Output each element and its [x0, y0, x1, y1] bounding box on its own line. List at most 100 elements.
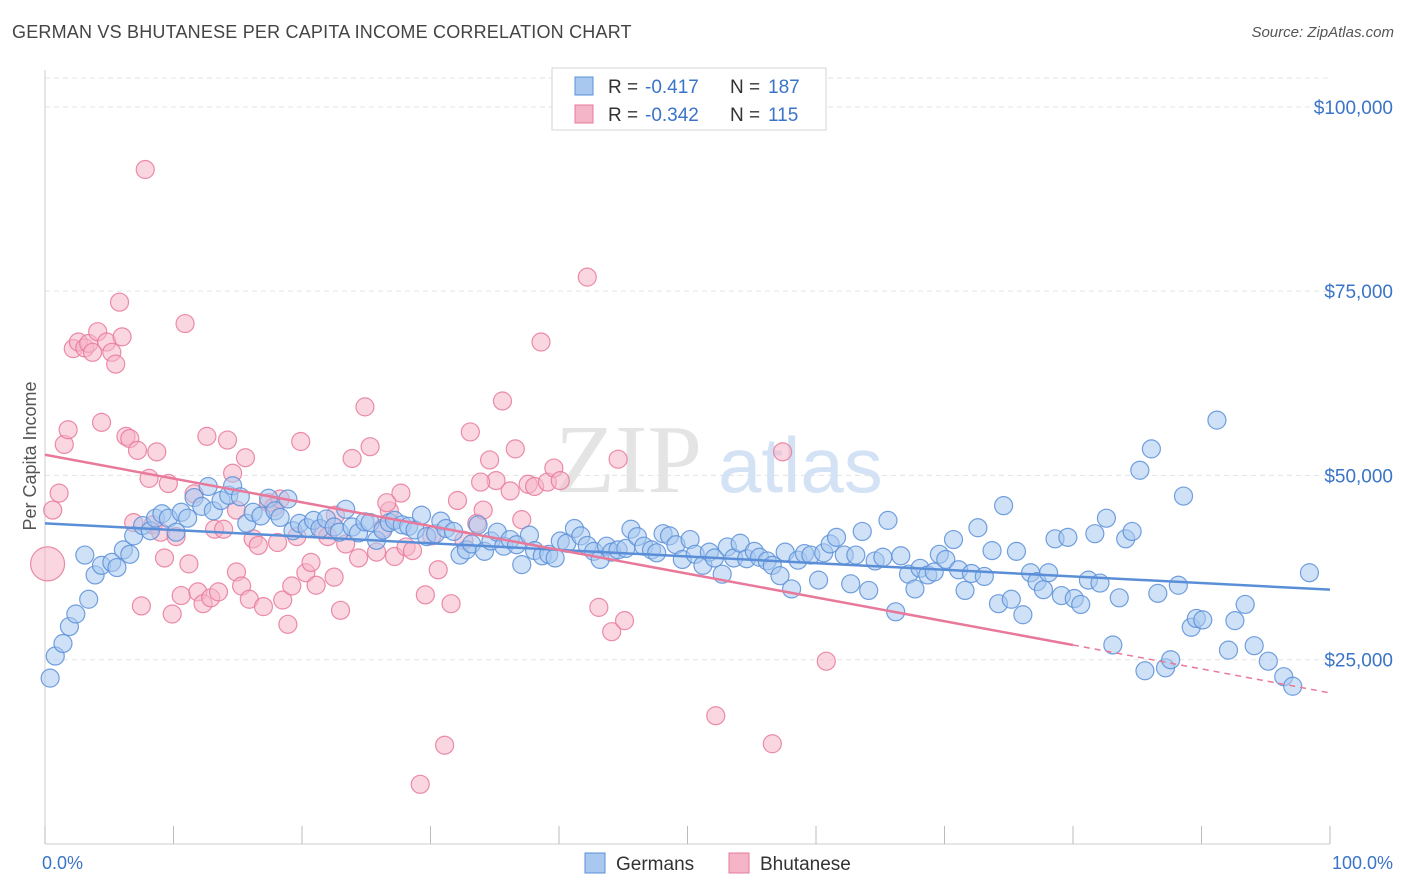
series-bhutanese-points	[29, 159, 836, 794]
german-point	[1193, 610, 1213, 630]
german-point	[107, 557, 127, 578]
y-tick-labels: $25,000 $50,000 $75,000 $100,000	[1314, 98, 1393, 672]
german-point	[974, 566, 994, 587]
bhutanese-point	[197, 426, 217, 446]
bhutanese-point	[460, 422, 480, 442]
german-point	[1033, 580, 1054, 600]
bhutanese-point	[377, 493, 397, 513]
german-point	[178, 508, 198, 528]
german-point	[1161, 650, 1181, 670]
german-point	[852, 521, 872, 542]
bhutanese-point	[441, 594, 461, 614]
bhutanese-point	[589, 597, 609, 617]
german-point	[166, 522, 186, 542]
bhutanese-point	[447, 490, 468, 511]
bhutanese-point	[175, 313, 195, 334]
german-point	[1109, 588, 1129, 608]
bhutanese-point	[282, 576, 302, 596]
bhutanese-point	[355, 397, 375, 417]
bhutanese-point	[278, 614, 298, 634]
german-point	[1038, 563, 1059, 583]
bhutanese-point	[43, 500, 63, 520]
german-point	[66, 604, 86, 624]
bottom-legend-label-germans: Germans	[616, 854, 694, 875]
bottom-legend-label-bhutanese: Bhutanese	[760, 854, 851, 875]
german-point	[936, 549, 956, 570]
bhutanese-point	[214, 519, 234, 539]
german-point	[1122, 521, 1142, 542]
german-point	[846, 545, 866, 565]
german-point	[994, 496, 1014, 516]
legend-swatch-bhutanese	[574, 104, 594, 124]
german-point	[1148, 583, 1168, 603]
bhutanese-point	[135, 159, 155, 180]
bhutanese-point	[217, 430, 238, 450]
y-tick-label-3: $100,000	[1314, 98, 1393, 119]
bhutanese-point	[106, 354, 126, 374]
axes	[44, 70, 1331, 845]
german-point	[841, 574, 861, 594]
german-point	[1096, 508, 1117, 528]
german-point	[905, 579, 925, 599]
bhutanese-point	[154, 548, 175, 568]
bhutanese-point	[415, 585, 435, 605]
bhutanese-point	[324, 567, 344, 587]
legend-n-value-germans: 187	[768, 77, 800, 98]
bhutanese-point	[112, 327, 132, 347]
bhutanese-point	[480, 450, 500, 470]
bottom-legend: Germans Bhutanese	[584, 852, 851, 875]
german-point	[1001, 589, 1021, 609]
german-point	[873, 547, 893, 567]
watermark: ZIP atlas	[555, 406, 883, 514]
german-point	[1071, 594, 1091, 615]
top-legend: R = -0.417 N = 187 R = -0.342 N = 115	[551, 67, 827, 131]
german-point	[75, 545, 95, 565]
bhutanese-point	[58, 420, 78, 440]
german-point	[79, 589, 99, 609]
german-point	[1013, 605, 1033, 625]
legend-swatch-germans	[574, 76, 594, 96]
german-point	[924, 562, 944, 582]
bhutanese-point	[402, 541, 423, 561]
bhutanese-point	[505, 439, 525, 459]
trend-lines	[44, 453, 1331, 694]
x-tick-label-1: 100.0%	[1332, 853, 1393, 873]
bhutanese-point	[360, 437, 380, 457]
german-point	[1141, 439, 1161, 459]
bhutanese-point	[772, 442, 793, 462]
bhutanese-point	[208, 582, 229, 602]
bhutanese-point	[109, 292, 130, 312]
bhutanese-point	[162, 604, 182, 624]
top-legend-box	[551, 67, 827, 131]
german-point	[878, 510, 898, 530]
german-point	[647, 543, 667, 563]
german-point	[1207, 410, 1227, 430]
german-point	[968, 518, 988, 538]
bhutanese-point	[428, 560, 448, 580]
bhutanese-point	[492, 391, 513, 411]
bhutanese-point	[602, 622, 622, 642]
bhutanese-point	[248, 535, 268, 556]
bhutanese-point	[391, 483, 411, 503]
german-point	[1225, 611, 1245, 631]
bhutanese-point	[531, 332, 551, 352]
bhutanese-point	[291, 431, 311, 452]
bhutanese-point	[500, 481, 520, 501]
bhutanese-point	[131, 596, 151, 616]
bhutanese-point	[512, 510, 532, 530]
german-point	[468, 515, 488, 535]
legend-n-label: N =	[730, 105, 760, 126]
german-point	[982, 541, 1002, 561]
german-point	[1173, 486, 1194, 506]
german-point	[1103, 635, 1123, 655]
bhutanese-point	[762, 734, 782, 754]
bhutanese-point	[410, 774, 430, 794]
x-tick-labels: 0.0% 100.0%	[42, 853, 1393, 873]
german-point	[53, 633, 73, 654]
bhutanese-point	[342, 448, 362, 469]
bhutanese-point	[267, 532, 288, 553]
german-point	[1258, 651, 1278, 671]
x-tick-label-0: 0.0%	[42, 853, 83, 873]
legend-r-value-germans: -0.417	[645, 77, 699, 98]
